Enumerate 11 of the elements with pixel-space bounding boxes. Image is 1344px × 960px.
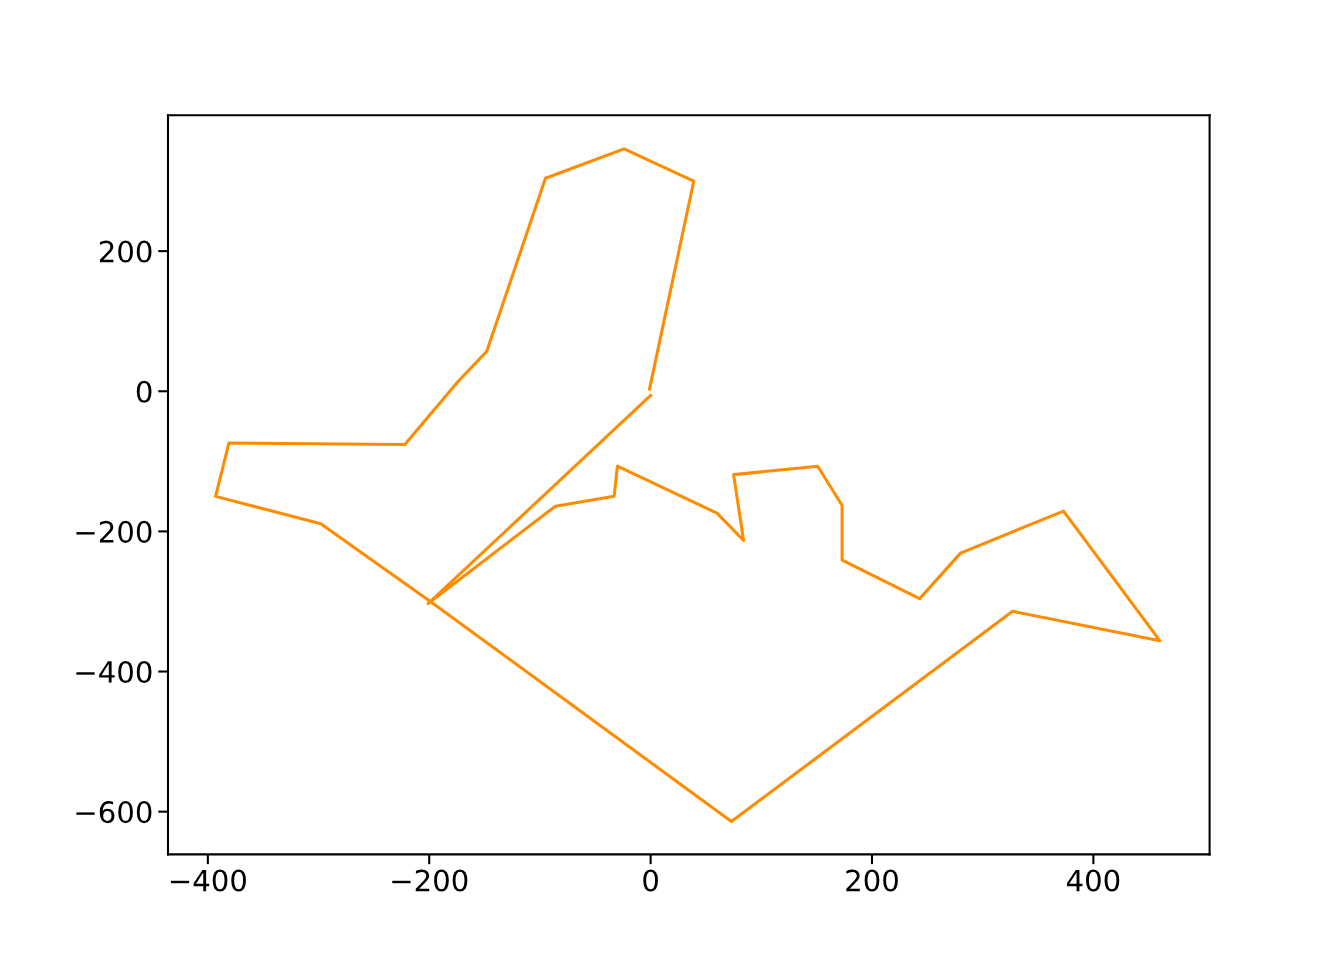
x-tick-label: −200 (392, 869, 468, 892)
y-tick-label: −200 (76, 520, 152, 543)
x-tick-label: 400 (1066, 869, 1120, 892)
x-tick-label: 0 (643, 869, 658, 892)
line-series (214, 147, 1162, 823)
x-tick-label: −400 (170, 869, 246, 892)
x-tick-label: 200 (846, 869, 898, 892)
y-tick-label: 0 (136, 380, 152, 403)
y-tick-label: −400 (76, 660, 152, 684)
y-tick-label: 200 (99, 240, 152, 263)
y-tick-label: −600 (76, 801, 152, 824)
